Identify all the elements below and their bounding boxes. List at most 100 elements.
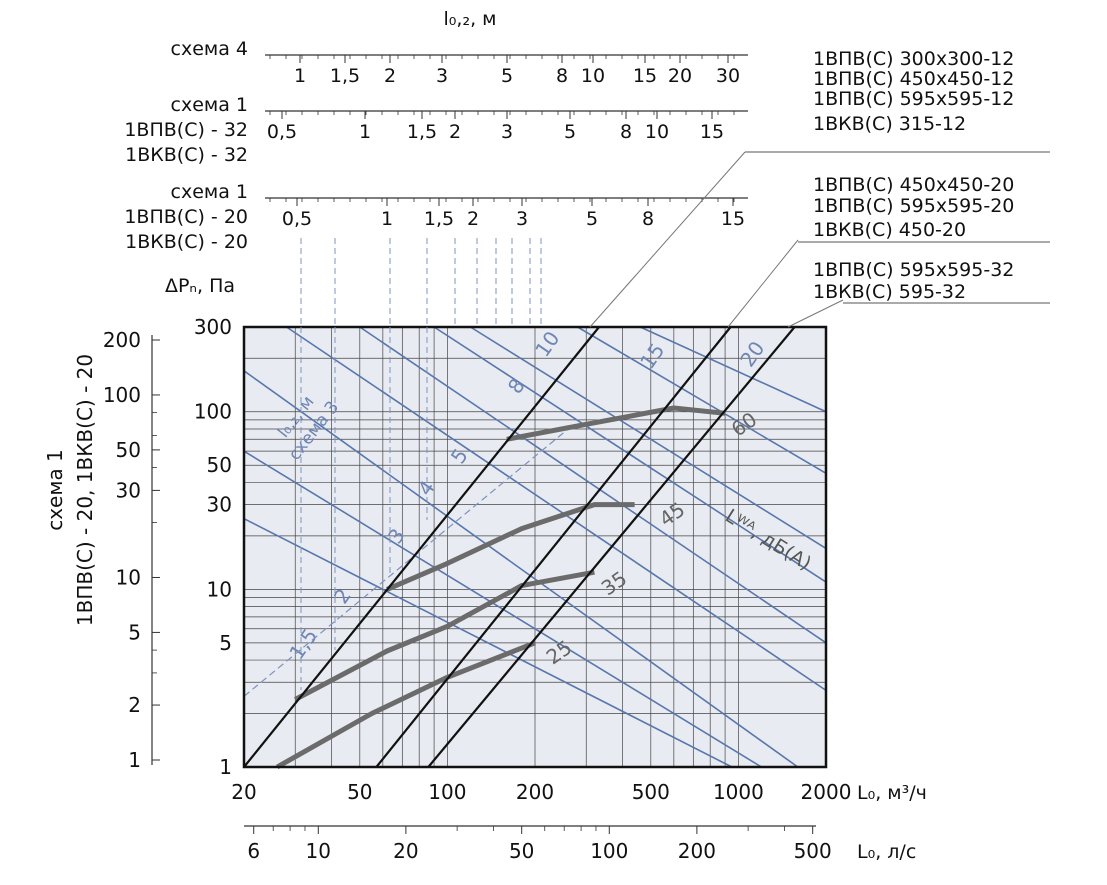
series-line [243,326,600,768]
x2-tick-label: 100 [590,839,628,863]
scale-tick-label: 3 [501,121,513,143]
legend-entry: 1ВПВ(С) 595x595-32 [813,259,1014,281]
series-lines [243,326,796,768]
series-line [375,326,732,768]
x2-tick-label: 20 [393,839,418,863]
legend-entry: 1ВПВ(С) 450x450-12 [813,68,1014,90]
scale-tick-label: 15 [700,121,724,143]
throw-line [359,326,827,644]
throw-line [433,326,827,583]
scale-subname: 1ВКВ(С) - 20 [125,231,248,253]
scale-tick-label: 8 [556,65,568,87]
throw-line [243,370,799,768]
left-axis-tick-label: 200 [103,328,141,352]
x-tick-label: 500 [632,780,670,804]
legend-entry: 1ВПВ(С) 300x300-12 [813,48,1014,70]
left-axis-label-1: схема 1 [43,449,67,531]
noise-curve [294,569,595,702]
x-tick-label: 50 [347,780,372,804]
scale-tick-label: 1 [294,65,306,87]
plot-frame [242,325,828,769]
legend-leader [787,299,844,328]
legend-entry: 1ВПВ(С) 450x450-20 [813,174,1014,196]
x2-tick-label: 500 [794,839,832,863]
series-line [427,326,796,768]
y-tick-label: 10 [207,577,232,601]
y-tick-label: 50 [207,453,232,477]
left-axis: 1 2 5 10 30 50 100 200 схема 1 1ВПВ(С) - 20, 1ВКВ… [43,328,160,772]
x2-tick-label: 6 [247,839,260,863]
y-tick-label: 30 [207,493,232,517]
scale-name: схема 1 [171,181,248,203]
scale-name: схема 1 [171,94,248,116]
scale-tick-label: 5 [501,65,513,87]
left-axis-tick-label: 10 [116,565,141,589]
legend-entry: 1ВКВ(С) 315-12 [813,113,966,135]
left-axis-tick-label: 100 [103,383,141,407]
left-axis-tick-label: 1 [128,748,141,772]
throw-line [639,326,827,413]
y-axis: 1 5 10 30 50 100 300 ΔPₙ, Па [165,275,235,779]
scale-tick-label: 2 [449,121,461,143]
left-axis-label-2: 1ВПВ(С) - 20, 1ВКВ(С) - 20 [73,354,97,626]
x-axis-ls: 6 10 20 50 100 200 500 L₀, л/с [244,825,916,863]
scale-tick-label: 5 [564,121,576,143]
left-axis-tick-label: 2 [128,693,141,717]
scale-subname: 1ВПВ(С) - 32 [124,119,248,141]
throw-line [577,326,827,475]
x-axis-label: L₀, м³/ч [857,782,927,804]
x-tick-label: 100 [428,780,466,804]
top-axis-label: l₀,₂, м [444,8,497,30]
scale-tick-label: 1,5 [407,121,437,143]
scale-tick-label: 5 [586,208,598,230]
noise-curve [275,640,536,770]
x-axis-m3h: 20 50 100 200 500 1000 2000 L₀, м³/ч [231,780,927,804]
legend-entry: 1ВКВ(С) 595-32 [813,281,966,303]
scale-tick-label: 2 [384,65,396,87]
y-tick-label: 300 [194,315,232,339]
scale-subname: 1ВКВ(С) - 32 [125,144,248,166]
scale-subname: 1ВПВ(С) - 20 [124,206,248,228]
scale-tick-label: 10 [645,121,669,143]
x-tick-label: 2000 [801,780,852,804]
y-tick-label: 100 [194,400,232,424]
y-tick-label: 1 [219,755,232,779]
left-axis-tick-label: 5 [128,620,141,644]
x-tick-label: 1000 [713,780,764,804]
throw-line [470,326,827,550]
scale-tick-label: 2 [467,208,479,230]
scale-tick-label: 0,5 [267,121,297,143]
scale-tick-label: 15 [633,65,657,87]
scale-tick-label: 20 [668,65,692,87]
scale-tick-label: 3 [516,208,528,230]
scale-tick-label: 1 [359,121,371,143]
scale-tick-label: 15 [721,208,745,230]
x2-tick-label: 10 [306,839,331,863]
projection-dashes [300,238,542,690]
noise-curve [506,405,726,442]
scale-name: схема 4 [171,38,248,60]
x-tick-label: 200 [516,780,554,804]
x2-tick-label: 200 [678,839,716,863]
x2-axis-label: L₀, л/с [857,841,916,863]
scale-tick-label: 1,5 [424,208,454,230]
legend-entry: 1ВПВ(С) 595x595-20 [813,195,1014,217]
schema3-dashed-line [243,428,569,697]
throw-line [286,326,827,692]
left-axis-tick-label: 30 [116,478,141,502]
y-tick-label: 5 [219,631,232,655]
legend-leader [727,239,799,328]
legend-entry: 1ВКВ(С) 450-20 [813,219,966,241]
scale-tick-label: 10 [581,65,605,87]
scale-tick-label: 1,5 [330,65,360,87]
scale-tick-label: 8 [620,121,632,143]
legend-leader [589,151,746,328]
x-tick-label: 20 [231,780,256,804]
scale-tick-label: 0,5 [282,208,312,230]
scale-tick-label: 1 [381,208,393,230]
throw-line [243,517,733,768]
